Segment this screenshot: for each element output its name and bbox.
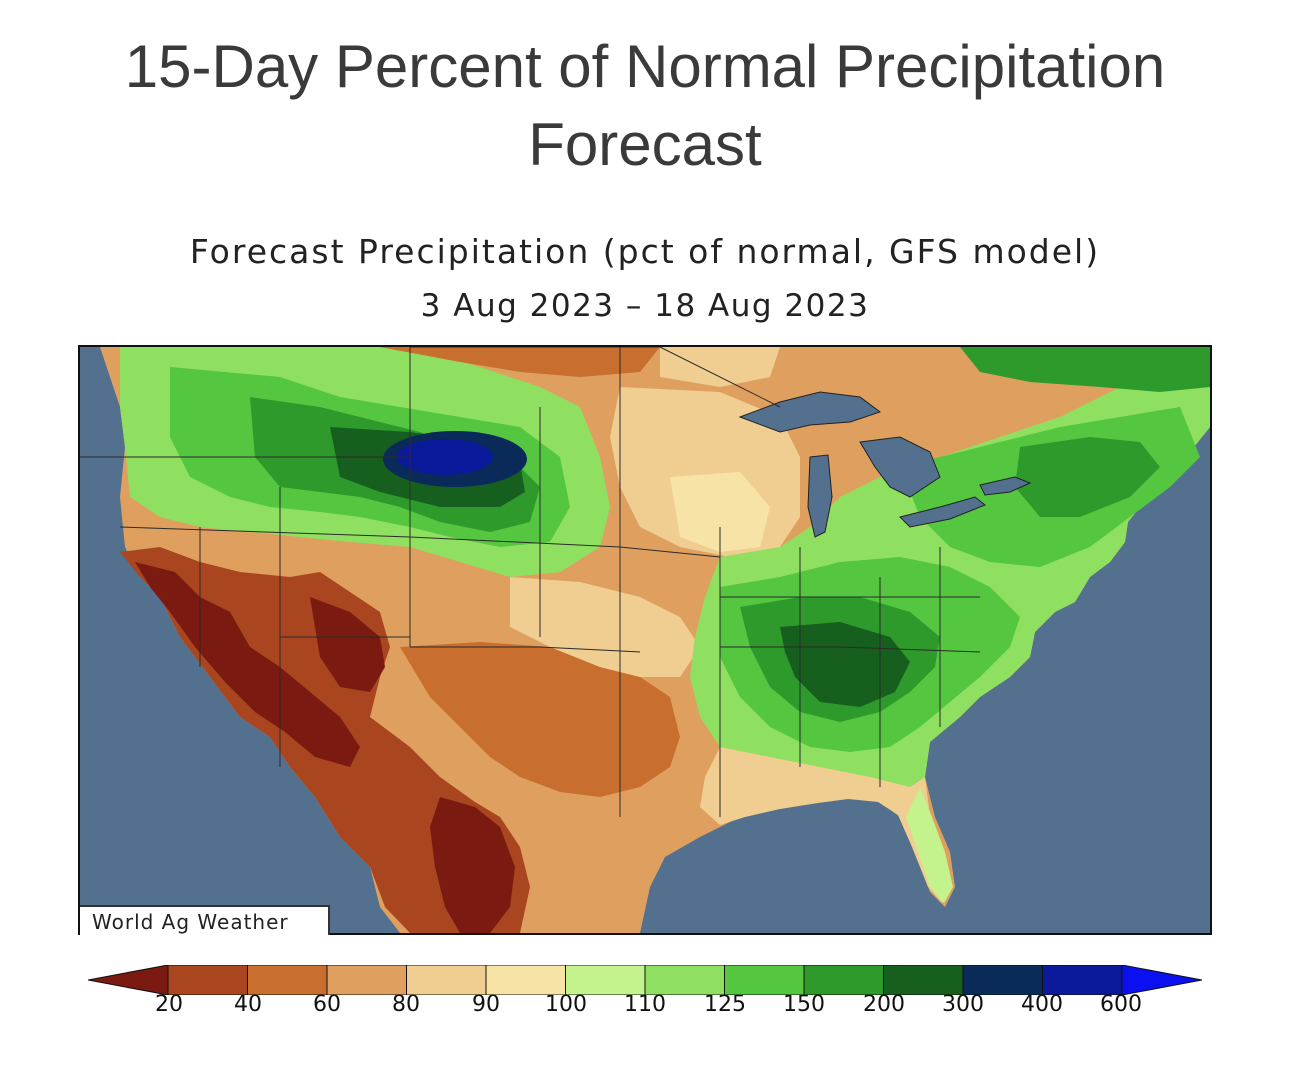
legend-swatch [247, 965, 328, 995]
legend-label: 20 [155, 992, 183, 1017]
southern-plains [400, 642, 680, 797]
lake-ontario [979, 476, 1032, 496]
iowa-pale [670, 472, 770, 552]
legend-label: 100 [545, 992, 587, 1017]
driest-core [135, 562, 360, 767]
legend-label: 125 [704, 992, 746, 1017]
dry-nevada [310, 597, 385, 692]
legend-labels: 20 40 60 80 90 100 110 125 150 200 300 4… [0, 992, 1290, 1022]
northeast-dark [1015, 437, 1160, 517]
legend-label: 40 [234, 992, 262, 1017]
legend-swatch [883, 965, 964, 995]
legend-swatch [167, 965, 248, 995]
legend-swatch [962, 965, 1043, 995]
page-title: 15-Day Percent of Normal Precipitation F… [0, 28, 1290, 184]
montana-peak [397, 439, 493, 475]
legend-label: 600 [1100, 992, 1142, 1017]
legend-label: 60 [313, 992, 341, 1017]
credit-label: World Ag Weather [80, 905, 330, 935]
driest-mexico [430, 797, 515, 933]
florida-green [906, 787, 953, 903]
legend-swatch [565, 965, 646, 995]
page-title-line-2: Forecast [528, 111, 762, 178]
legend-swatch [1042, 965, 1123, 995]
legend-swatch [406, 965, 487, 995]
legend-swatch [1121, 965, 1202, 995]
gulf-coast [700, 747, 950, 903]
legend-swatch [803, 965, 884, 995]
legend-label: 150 [783, 992, 825, 1017]
southeast-core [780, 622, 910, 707]
canada-dry [380, 347, 660, 377]
legend-label: 400 [1021, 992, 1063, 1017]
legend-label: 90 [472, 992, 500, 1017]
precipitation-map [78, 345, 1212, 935]
legend-label: 80 [392, 992, 420, 1017]
legend-swatch [88, 965, 169, 995]
map-date-range: 3 Aug 2023 – 18 Aug 2023 [420, 288, 870, 324]
legend-swatch [326, 965, 407, 995]
legend-swatch [644, 965, 725, 995]
canada-pale [660, 347, 780, 387]
lake-erie [899, 496, 986, 528]
lake-huron [859, 436, 941, 498]
central-plains-light [510, 577, 700, 677]
state-boundaries [80, 347, 981, 817]
legend-label: 200 [863, 992, 905, 1017]
lake-michigan [807, 454, 833, 538]
legend-swatch [724, 965, 805, 995]
canada-east-dark [960, 347, 1210, 392]
color-legend [88, 965, 1202, 995]
page-title-line-1: 15-Day Percent of Normal Precipitation [124, 33, 1166, 100]
map-title: Forecast Precipitation (pct of normal, G… [189, 232, 1101, 271]
legend-label: 300 [942, 992, 984, 1017]
legend-label: 110 [624, 992, 666, 1017]
lake-superior [738, 391, 882, 433]
legend-swatch [485, 965, 566, 995]
